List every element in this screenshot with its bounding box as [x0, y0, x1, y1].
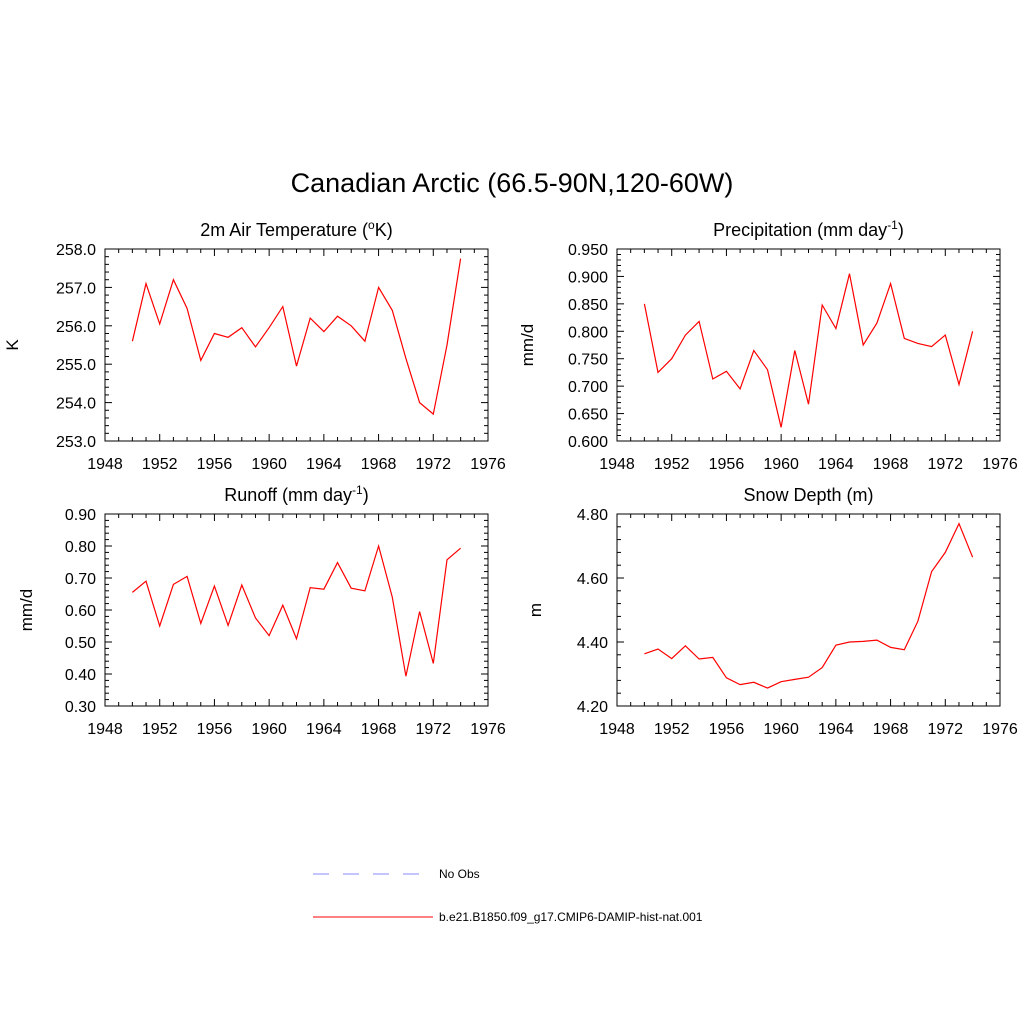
chart-panel-4: 1948 1952 1956 1960 1964 1968 1972 1976 4.20 4.40… — [526, 485, 1018, 738]
x-tick-label: 1972 — [927, 456, 963, 473]
y-tick-label: 4.60 — [577, 571, 608, 588]
y-tick-label: 0.600 — [568, 434, 608, 451]
page-title: Canadian Arctic (66.5-90N,120-60W) — [290, 168, 734, 198]
y-tick-label: 256.0 — [56, 319, 96, 336]
x-tick-label: 1952 — [654, 721, 690, 738]
y-tick-label: 0.900 — [568, 269, 608, 286]
x-tick-label: 1976 — [470, 721, 506, 738]
y-tick-label: 0.800 — [568, 324, 608, 341]
series-line — [643, 273, 974, 428]
x-tick-label: 1964 — [306, 721, 342, 738]
y-tick-label: 254.0 — [56, 396, 96, 413]
panel-title: 2m Air Temperature (oK) — [200, 218, 392, 240]
y-tick-label: 0.70 — [65, 571, 96, 588]
x-tick-label: 1960 — [763, 721, 799, 738]
x-tick-label: 1976 — [470, 456, 506, 473]
x-tick-label: 1956 — [709, 456, 745, 473]
x-tick-label: 1964 — [818, 456, 854, 473]
y-tick-label: 0.50 — [65, 635, 96, 652]
y-tick-label: 0.750 — [568, 352, 608, 369]
panel-title: Precipitation (mm day-1) — [713, 218, 904, 240]
x-tick-label: 1960 — [251, 456, 287, 473]
x-tick-label: 1964 — [818, 721, 854, 738]
y-axis-label: m — [526, 603, 545, 617]
series-line — [131, 258, 462, 416]
x-tick-label: 1956 — [197, 721, 233, 738]
legend-model-label: b.e21.B1850.f09_g17.CMIP6-DAMIP-hist-nat… — [439, 910, 703, 924]
x-tick-label: 1968 — [361, 721, 397, 738]
x-tick-label: 1976 — [982, 456, 1018, 473]
x-tick-label: 1968 — [361, 456, 397, 473]
y-tick-label: 0.80 — [65, 539, 96, 556]
x-tick-label: 1976 — [982, 721, 1018, 738]
y-tick-label: 0.40 — [65, 667, 96, 684]
x-tick-label: 1968 — [873, 721, 909, 738]
x-tick-label: 1972 — [415, 721, 451, 738]
y-tick-label: 0.90 — [65, 507, 96, 524]
y-axis-label: mm/d — [518, 324, 537, 367]
series-line — [644, 522, 974, 689]
x-tick-label: 1972 — [415, 456, 451, 473]
chart-panel-2: 1948 1952 1956 1960 1964 1968 1972 1976 0.600 0.6… — [518, 218, 1018, 473]
y-tick-label: 0.650 — [568, 407, 608, 424]
x-tick-label: 1948 — [87, 456, 123, 473]
x-tick-label: 1948 — [599, 456, 635, 473]
y-tick-label: 253.0 — [56, 434, 96, 451]
x-tick-label: 1960 — [251, 721, 287, 738]
chart-panel-3: 1948 1952 1956 1960 1964 1968 1972 1976 0.30 0.40… — [17, 483, 506, 738]
y-tick-label: 0.950 — [568, 242, 608, 259]
y-tick-label: 0.850 — [568, 297, 608, 314]
x-tick-label: 1948 — [599, 721, 635, 738]
panel-title: Snow Depth (m) — [743, 485, 873, 505]
panel-title: Runoff (mm day-1) — [224, 483, 368, 505]
y-tick-label: 4.80 — [577, 507, 608, 524]
y-tick-label: 4.20 — [577, 699, 608, 716]
y-tick-label: 4.40 — [577, 635, 608, 652]
x-tick-label: 1948 — [87, 721, 123, 738]
y-tick-label: 0.60 — [65, 603, 96, 620]
y-tick-label: 255.0 — [56, 357, 96, 374]
x-tick-label: 1968 — [873, 456, 909, 473]
x-tick-label: 1956 — [709, 721, 745, 738]
legend-obs-label: No Obs — [439, 867, 480, 881]
x-tick-label: 1964 — [306, 456, 342, 473]
x-tick-label: 1952 — [654, 456, 690, 473]
x-tick-label: 1952 — [142, 721, 178, 738]
y-axis-label: mm/d — [17, 589, 36, 632]
x-tick-label: 1952 — [142, 456, 178, 473]
x-tick-label: 1960 — [763, 456, 799, 473]
y-tick-label: 258.0 — [56, 242, 96, 259]
y-axis-label: K — [3, 339, 22, 351]
x-tick-label: 1972 — [927, 721, 963, 738]
chart-panel-1: 1948 1952 1956 1960 1964 1968 1972 1976 253.0 254… — [3, 218, 506, 473]
x-tick-label: 1956 — [197, 456, 233, 473]
series-line — [132, 543, 461, 677]
y-tick-label: 0.700 — [568, 379, 608, 396]
y-tick-label: 0.30 — [65, 699, 96, 716]
y-tick-label: 257.0 — [56, 280, 96, 297]
